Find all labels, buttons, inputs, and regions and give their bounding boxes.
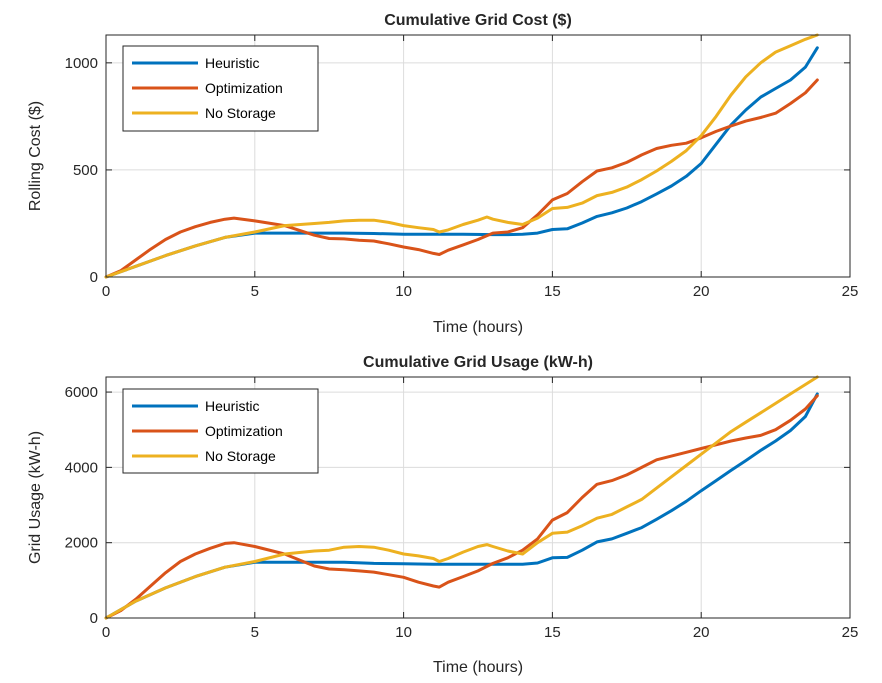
- x-tick-label: 0: [102, 624, 110, 641]
- x-tick-label: 10: [395, 624, 412, 641]
- x-tick-label: 20: [693, 283, 710, 300]
- legend-label: No Storage: [205, 448, 276, 464]
- x-axis-label: Time (hours): [433, 659, 523, 676]
- x-axis-label: Time (hours): [433, 319, 523, 336]
- legend-label: Optimization: [205, 80, 283, 96]
- x-tick-label: 5: [251, 624, 259, 641]
- chart-title: Cumulative Grid Cost ($): [384, 12, 572, 29]
- x-tick-label: 0: [102, 283, 110, 300]
- legend: Heuristic Optimization No Storage: [122, 45, 319, 132]
- legend-label: Optimization: [205, 423, 283, 439]
- x-tick-label: 10: [395, 283, 412, 300]
- series-line-heuristic: [104, 46, 819, 279]
- y-axis-label: Grid Usage (kW-h): [27, 431, 44, 564]
- y-tick-label: 500: [73, 162, 98, 179]
- series-line-optimization: [104, 394, 819, 620]
- axes-box: [105, 34, 851, 278]
- series-line-no-storage: [104, 33, 819, 279]
- y-tick-label: 2000: [65, 535, 98, 552]
- x-tick-label: 15: [544, 624, 561, 641]
- x-tick-label: 25: [842, 283, 859, 300]
- y-tick-label: 1000: [65, 55, 98, 72]
- axes-box: [105, 376, 851, 619]
- y-tick-label: 0: [90, 610, 98, 627]
- chart-2: 0 5 10 15 20 25 0 2000 4000 6000 Cumulative Grid U…: [27, 354, 858, 676]
- series-line-heuristic: [104, 392, 819, 620]
- legend: Heuristic Optimization No Storage: [122, 388, 319, 474]
- y-axis-label: Rolling Cost ($): [27, 101, 44, 211]
- y-tick-label: 4000: [65, 459, 98, 476]
- legend-label: Heuristic: [205, 398, 259, 414]
- legend-label: No Storage: [205, 105, 276, 121]
- series-line-optimization: [104, 78, 819, 279]
- y-tick-label: 6000: [65, 384, 98, 401]
- chart-1: 0 5 10 15 20 25 0 500 1000 Cumulative Grid Cost (…: [27, 12, 858, 336]
- legend-label: Heuristic: [205, 55, 259, 71]
- chart-title: Cumulative Grid Usage (kW-h): [363, 354, 593, 371]
- series-line-no-storage: [104, 375, 819, 620]
- x-tick-label: 15: [544, 283, 561, 300]
- x-tick-label: 25: [842, 624, 859, 641]
- x-tick-label: 20: [693, 624, 710, 641]
- y-tick-label: 0: [90, 269, 98, 286]
- x-tick-label: 5: [251, 283, 259, 300]
